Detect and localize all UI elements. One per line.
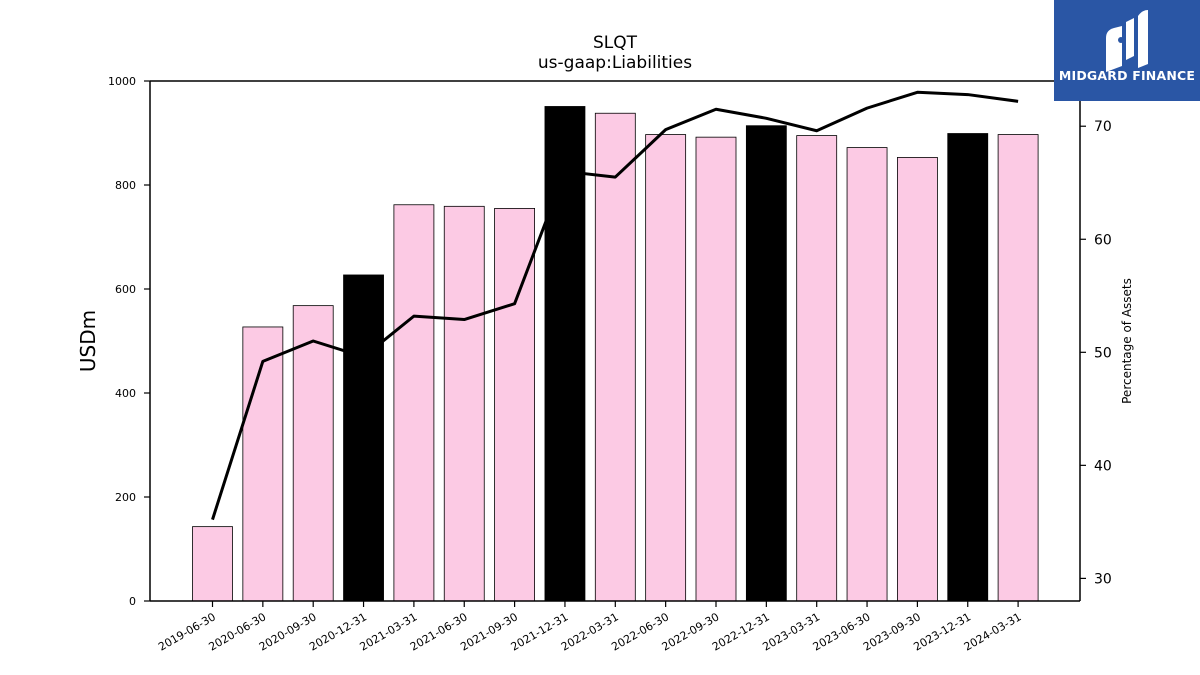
chart-subtitle: us-gaap:Liabilities xyxy=(538,53,692,73)
y-tick-label: 1000 xyxy=(108,75,136,88)
y-tick-label: 800 xyxy=(115,179,136,192)
y2-tick-label: 40 xyxy=(1094,458,1112,474)
bar-2023-06-30 xyxy=(846,147,888,602)
logo-text: MIDGARD FINANCE xyxy=(1058,68,1196,83)
bar-2023-09-30 xyxy=(897,157,938,602)
bar-2021-12-31 xyxy=(544,106,586,602)
bar-2020-09-30 xyxy=(292,305,334,602)
x-tick-label: 2024-03-31 xyxy=(962,610,1024,653)
y2-tick-label: 60 xyxy=(1094,232,1112,248)
bar-2021-09-30 xyxy=(494,207,536,602)
bar-2022-03-31 xyxy=(594,112,636,602)
brand-logo: MIDGARD FINANCE xyxy=(1054,0,1200,101)
y2-tick-label: 50 xyxy=(1094,345,1112,361)
y2-axis-label: Percentage of Assets xyxy=(1120,278,1134,404)
bar-2023-12-31 xyxy=(947,133,989,602)
chart-title: SLQT xyxy=(593,33,638,53)
bar-2023-03-31 xyxy=(796,135,838,602)
y-tick-label: 200 xyxy=(115,491,136,504)
bar-2022-12-31 xyxy=(745,125,787,602)
bar-2020-06-30 xyxy=(242,326,284,602)
line-series xyxy=(211,90,1019,521)
y-tick-label: 400 xyxy=(115,387,136,400)
bar-2022-06-30 xyxy=(645,134,687,602)
y2-tick-label: 70 xyxy=(1094,119,1112,135)
bar-2019-06-30 xyxy=(192,526,233,602)
bars-group xyxy=(192,106,1039,602)
bar-2021-06-30 xyxy=(443,205,485,602)
bar-2020-12-31 xyxy=(343,274,384,602)
y-tick-label: 600 xyxy=(115,283,136,296)
bar-2024-03-31 xyxy=(997,134,1039,602)
line-group xyxy=(211,90,1019,521)
y-axis-label: USDm xyxy=(76,310,100,372)
y-tick-label: 0 xyxy=(129,595,136,608)
bar-2022-09-30 xyxy=(695,136,737,602)
y2-tick-label: 30 xyxy=(1094,571,1112,587)
bar-2021-03-31 xyxy=(393,204,435,602)
logo-mark-icon xyxy=(1106,10,1148,72)
